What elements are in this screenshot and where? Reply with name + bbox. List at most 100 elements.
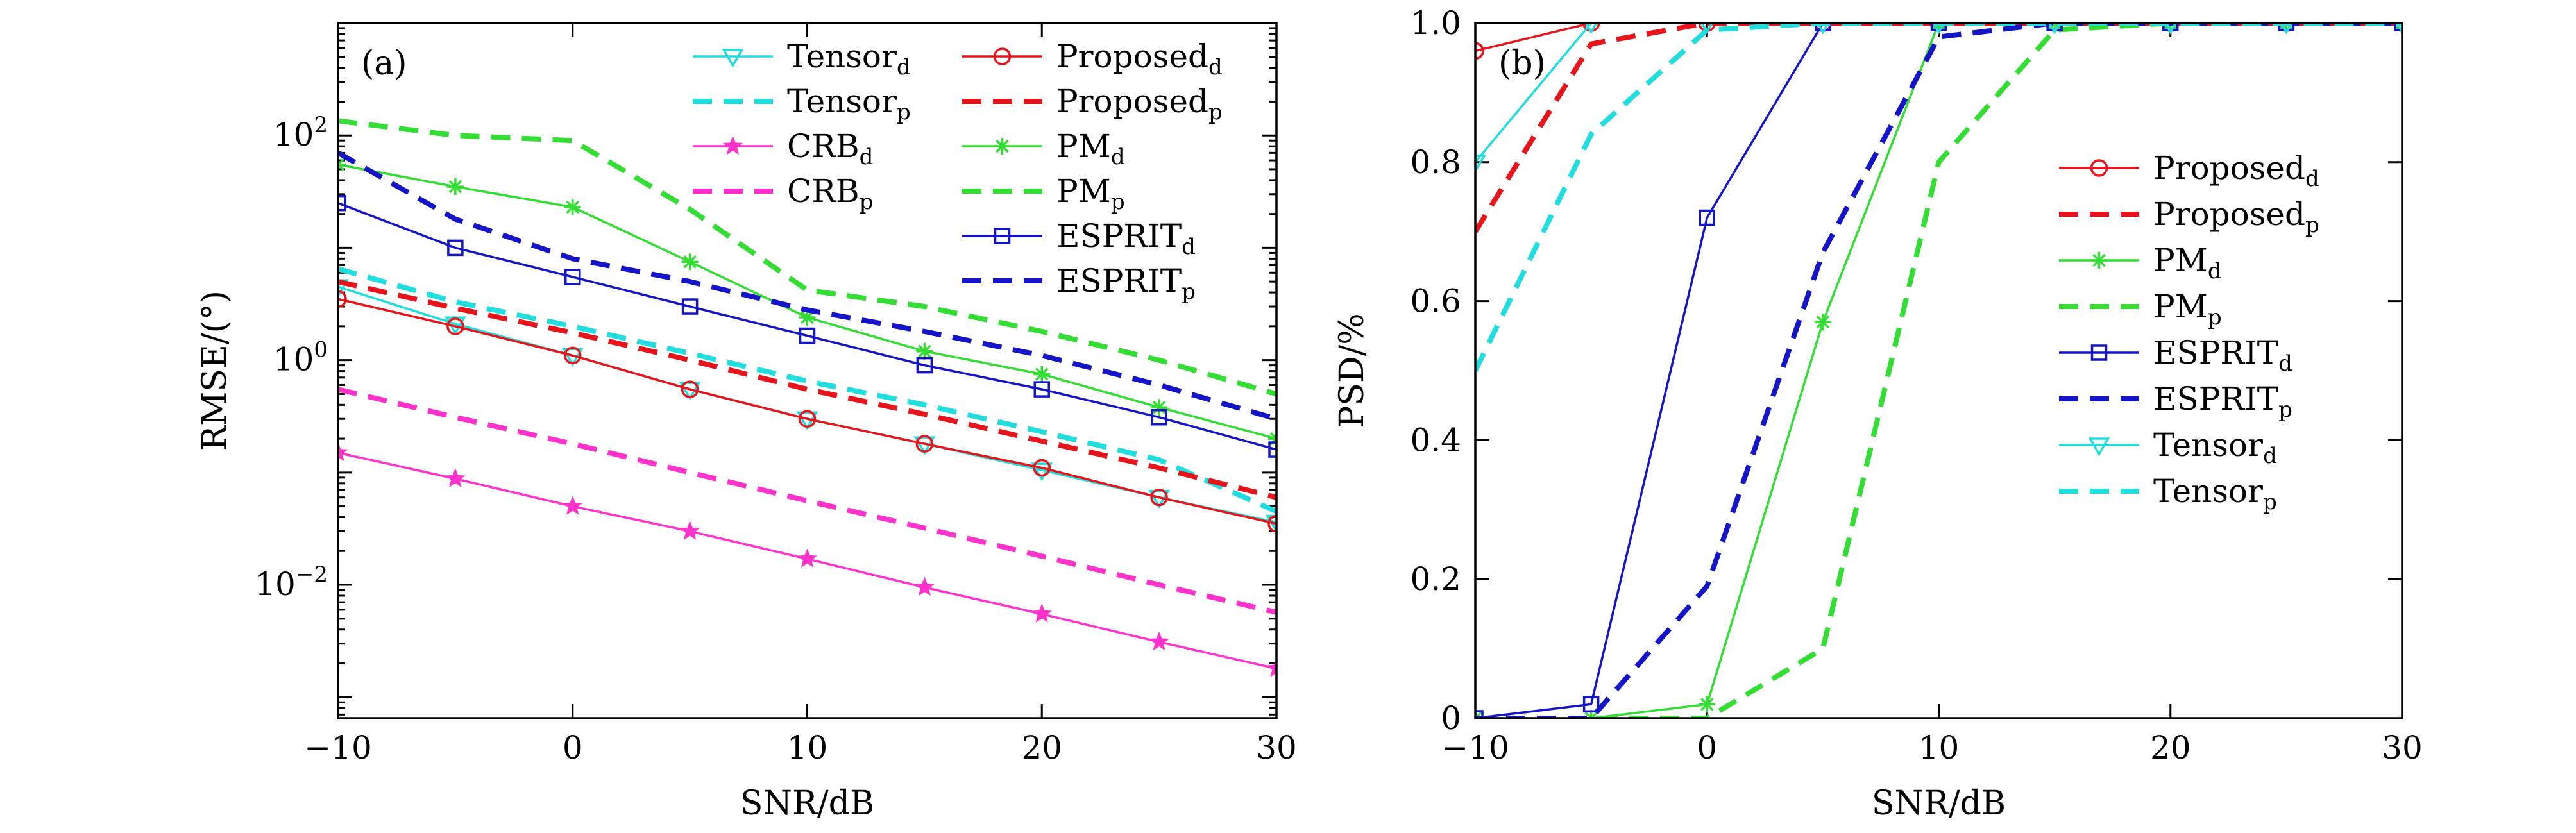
- legend-entry-proposed-d: Proposedd: [2059, 149, 2319, 192]
- marker-crb-d: [445, 468, 466, 487]
- legend-label: ESPRITp: [1056, 262, 1196, 305]
- legend-label: PMd: [2153, 242, 2222, 284]
- marker-proposed-d: [1475, 42, 1484, 60]
- x-tick-label: 0: [1697, 729, 1717, 766]
- y-tick-label: 0.6: [1410, 283, 1461, 320]
- legend-marker: [994, 138, 1011, 155]
- legend-label: Tensorp: [787, 83, 911, 125]
- legend-label: ESPRITd: [1056, 217, 1196, 260]
- x-tick-label: 0: [563, 729, 583, 766]
- marker-crb-d: [680, 521, 700, 540]
- marker-esprit-d: [447, 239, 464, 257]
- line-esprit-p: [338, 150, 1276, 422]
- line-esprit-d: [1475, 23, 2402, 718]
- y-tick-label: 10−2: [255, 562, 328, 603]
- series-tensor-p: [1475, 23, 2402, 372]
- legend-marker: [994, 228, 1011, 244]
- legend-label: Tensorp: [2153, 473, 2277, 515]
- marker-tensor-d: [1700, 23, 1714, 35]
- marker-esprit-d: [1582, 696, 1600, 713]
- marker-proposed-d: [564, 346, 582, 365]
- series-pm-d: [1475, 23, 2402, 718]
- series-tensor-p: [338, 266, 1276, 514]
- y-tick-label: 0.8: [1410, 144, 1461, 181]
- legend-label: Proposedp: [1056, 83, 1223, 125]
- line-esprit-d: [338, 202, 1276, 451]
- legend-entry-esprit-p: ESPRITp: [962, 262, 1196, 305]
- x-tick-label: −10: [304, 729, 372, 766]
- legend-entry-esprit-d: ESPRITd: [2059, 334, 2292, 376]
- legend-label: PMp: [2153, 288, 2222, 330]
- marker-crb-d: [797, 548, 818, 568]
- legend-label: ESPRITd: [2153, 334, 2292, 376]
- series-pm-p: [1475, 23, 2402, 718]
- series-proposed-p: [338, 279, 1276, 500]
- y-axis-label: PSD/%: [1333, 313, 1371, 428]
- series-esprit-p: [338, 150, 1276, 422]
- marker-pm-d: [916, 342, 933, 360]
- y-tick-label: 102: [273, 112, 328, 153]
- legend-label: ESPRITp: [2153, 380, 2292, 423]
- x-tick-label: 10: [787, 729, 828, 766]
- marker-esprit-d: [1699, 209, 1715, 226]
- line-crb-p: [338, 387, 1276, 615]
- marker-pm-d: [564, 199, 581, 216]
- marker-esprit-d: [681, 298, 699, 315]
- line-pm-d: [1475, 23, 2402, 718]
- legend-label: Tensord: [787, 38, 911, 80]
- marker-esprit-d: [799, 327, 816, 344]
- x-tick-label: −10: [1441, 729, 1509, 766]
- marker-pm-d: [1699, 696, 1716, 713]
- y-axis-label: RMSE/(°): [196, 290, 234, 451]
- series-pm-d: [338, 156, 1276, 448]
- marker-esprit-d: [1033, 381, 1050, 398]
- panel-label: (b): [1498, 44, 1546, 83]
- x-axis-label: SNR/dB: [1872, 784, 2006, 823]
- marker-pm-d: [446, 178, 464, 196]
- legend-marker: [2088, 437, 2110, 457]
- legend-entry-esprit-d: ESPRITd: [962, 217, 1196, 260]
- series-esprit-d: [338, 194, 1276, 458]
- marker-proposed-d: [1033, 459, 1051, 477]
- line-proposed-p: [338, 279, 1276, 500]
- marker-proposed-d: [446, 317, 464, 335]
- x-tick-label: 20: [1021, 729, 1062, 766]
- marker-proposed-d: [1150, 488, 1168, 507]
- x-tick-label: 30: [2382, 729, 2423, 766]
- y-tick-label: 0.2: [1410, 560, 1461, 598]
- legend-entry-esprit-p: ESPRITp: [2059, 380, 2292, 423]
- marker-crb-d: [1266, 658, 1276, 677]
- legend-label: Proposedd: [2153, 149, 2319, 192]
- legend-label: CRBp: [787, 172, 873, 215]
- x-tick-label: 30: [1256, 729, 1297, 766]
- legend-label: Proposedd: [1056, 38, 1223, 80]
- line-proposed-p: [1475, 23, 2402, 233]
- marker-pm-d: [799, 308, 816, 326]
- legend-entry-proposed-d: Proposedd: [962, 38, 1223, 80]
- marker-crb-d: [914, 576, 935, 596]
- marker-tensor-d: [1475, 155, 1487, 174]
- legend-entry-tensor-p: Tensorp: [693, 83, 911, 125]
- legend-marker: [2090, 252, 2108, 269]
- x-tick-label: 20: [2150, 729, 2191, 766]
- marker-esprit-d: [338, 194, 346, 212]
- marker-proposed-d: [681, 380, 699, 398]
- plot-area: [1475, 23, 2402, 718]
- legend-entry-pm-p: PMp: [962, 172, 1125, 215]
- legend-label: Proposedp: [2153, 196, 2319, 238]
- series-proposed-p: [1475, 23, 2402, 233]
- marker-pm-d: [1814, 314, 1831, 331]
- legend-marker: [2090, 159, 2108, 177]
- marker-crb-d: [1031, 603, 1052, 623]
- legend-marker: [993, 47, 1012, 65]
- plot-frame: [337, 22, 1278, 719]
- legend-entry-tensor-p: Tensorp: [2059, 473, 2277, 515]
- legend-label: CRBd: [787, 128, 873, 170]
- legend-label: PMp: [1056, 172, 1125, 215]
- marker-pm-d: [681, 253, 699, 271]
- legend-entry-tensor-d: Tensord: [693, 38, 911, 80]
- y-tick-label: 0.4: [1410, 421, 1461, 459]
- legend-entry-crb-d: CRBd: [693, 128, 873, 170]
